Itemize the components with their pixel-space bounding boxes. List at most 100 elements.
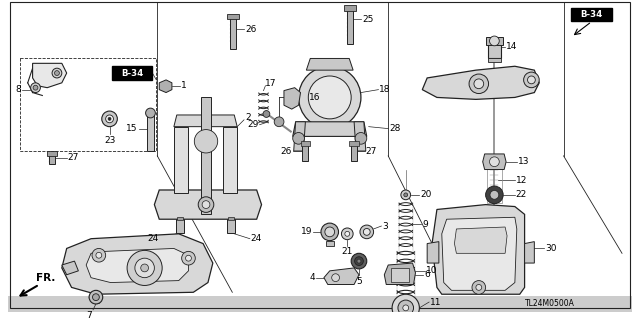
Bar [486,164,502,203]
Polygon shape [62,261,78,275]
Polygon shape [303,144,308,161]
Polygon shape [86,248,188,283]
Circle shape [182,252,195,265]
Bar [227,219,236,233]
Text: 21: 21 [342,247,353,256]
Circle shape [476,284,482,290]
Polygon shape [154,190,262,219]
Text: B-34: B-34 [121,68,143,77]
Bar [488,41,501,59]
Bar [572,8,612,21]
Circle shape [198,197,214,212]
Text: 5: 5 [356,277,362,286]
Circle shape [332,274,339,282]
Bar [177,217,182,220]
Text: 11: 11 [430,298,442,307]
Polygon shape [33,63,67,88]
Polygon shape [422,66,540,100]
Text: 13: 13 [518,157,529,166]
Text: 2: 2 [245,113,251,122]
Bar [391,268,409,282]
Text: 26: 26 [245,25,257,34]
Polygon shape [525,242,534,263]
Circle shape [345,231,349,236]
Circle shape [325,227,335,237]
Circle shape [54,71,60,76]
Circle shape [490,36,499,46]
Polygon shape [49,154,55,164]
Circle shape [357,259,361,263]
Text: 9: 9 [422,220,428,228]
Circle shape [486,186,503,204]
Circle shape [355,257,364,266]
Text: 20: 20 [420,190,432,199]
Polygon shape [147,115,154,151]
Polygon shape [354,122,366,151]
Polygon shape [351,144,357,161]
Polygon shape [230,18,236,49]
Circle shape [127,250,162,285]
Bar [227,14,239,20]
Bar [301,141,310,146]
Circle shape [524,72,540,88]
Circle shape [341,228,353,240]
Circle shape [360,225,374,239]
Circle shape [401,190,411,200]
Circle shape [490,190,499,199]
Text: 24: 24 [147,234,158,243]
Circle shape [96,252,102,258]
Polygon shape [483,154,506,170]
Circle shape [490,157,499,167]
Polygon shape [159,80,172,92]
Text: 1: 1 [180,81,186,90]
Text: 18: 18 [380,85,391,94]
Circle shape [274,117,284,127]
Polygon shape [294,122,305,151]
Polygon shape [432,204,525,294]
Polygon shape [284,88,301,109]
Text: 27: 27 [366,147,377,156]
Circle shape [403,305,409,311]
Text: 26: 26 [280,147,292,156]
Bar [20,59,156,151]
Circle shape [141,264,148,272]
Circle shape [398,300,413,316]
Text: 3: 3 [382,221,388,230]
Polygon shape [62,234,213,294]
Circle shape [292,132,305,144]
Text: 28: 28 [389,124,401,133]
Circle shape [404,193,408,197]
Text: 12: 12 [516,176,527,185]
Circle shape [308,76,351,119]
Bar [486,37,503,45]
Polygon shape [384,263,415,284]
Text: 6: 6 [424,270,430,279]
Circle shape [263,111,270,117]
Circle shape [92,248,106,262]
Text: 15: 15 [126,124,138,133]
Circle shape [202,201,210,209]
Polygon shape [292,122,367,136]
Circle shape [472,281,486,294]
Circle shape [299,66,361,129]
Text: 22: 22 [516,190,527,199]
Text: 30: 30 [545,244,557,253]
Bar [176,219,184,233]
Text: 23: 23 [104,136,115,145]
Circle shape [135,258,154,278]
Polygon shape [174,115,237,127]
Text: FR.: FR. [35,273,55,283]
Text: 10: 10 [426,266,438,275]
Polygon shape [442,217,517,290]
Text: 7: 7 [86,311,92,320]
Circle shape [355,132,367,144]
Text: 4: 4 [310,273,315,282]
Text: 24: 24 [251,234,262,243]
Bar [47,151,57,156]
Text: 14: 14 [506,42,518,51]
Text: 27: 27 [68,153,79,162]
Circle shape [195,130,218,153]
Circle shape [102,111,117,127]
Circle shape [52,68,62,78]
Circle shape [186,255,191,261]
